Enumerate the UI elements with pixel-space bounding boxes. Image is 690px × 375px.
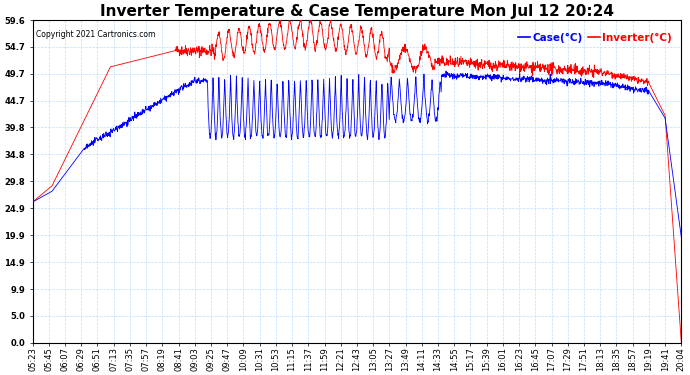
Text: Copyright 2021 Cartronics.com: Copyright 2021 Cartronics.com: [36, 30, 155, 39]
Title: Inverter Temperature & Case Temperature Mon Jul 12 20:24: Inverter Temperature & Case Temperature …: [100, 4, 614, 19]
Legend: Case(°C), Inverter(°C): Case(°C), Inverter(°C): [513, 29, 676, 47]
